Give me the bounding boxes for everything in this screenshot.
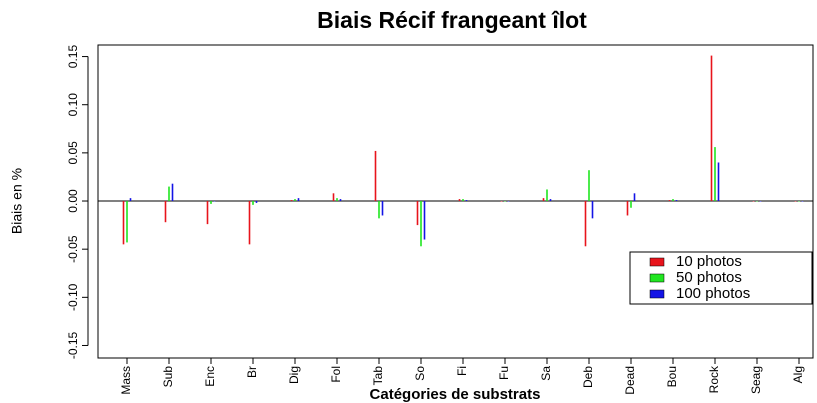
x-tick-label: Seag [749, 366, 763, 394]
bar [290, 200, 293, 202]
bar [794, 201, 797, 202]
x-tick-label: Enc [203, 366, 217, 387]
bar [297, 198, 300, 202]
x-tick-label: Alg [791, 366, 805, 383]
x-tick-label: Fol [329, 366, 343, 383]
y-axis-label: Biais en % [9, 168, 25, 234]
y-tick-label: -0.10 [66, 283, 80, 311]
legend-swatch [649, 289, 665, 299]
y-tick-label: 0.15 [66, 45, 80, 69]
bar [542, 198, 545, 202]
bar [588, 170, 590, 202]
bar [714, 147, 716, 202]
bar [591, 201, 594, 219]
bar [381, 201, 384, 216]
x-tick-label: Rock [707, 365, 721, 393]
bar [717, 162, 720, 202]
bar [759, 201, 762, 202]
bar [122, 201, 125, 245]
bar [710, 55, 713, 202]
legend-label: 100 photos [676, 285, 750, 302]
bar [801, 201, 804, 202]
bar [255, 201, 258, 203]
bar [584, 201, 587, 247]
bar [129, 198, 132, 202]
bar [168, 186, 170, 202]
bar [752, 201, 755, 202]
y-tick-label: 0.05 [66, 141, 80, 165]
bar [374, 150, 377, 202]
bar [332, 193, 335, 202]
bar [164, 201, 167, 223]
x-tick-label: Sub [161, 366, 175, 388]
x-tick-label: Mass [119, 366, 133, 395]
bar [546, 189, 548, 202]
bar [339, 199, 342, 202]
bar [213, 201, 216, 202]
x-tick-label: Sa [539, 366, 553, 381]
bar [798, 201, 800, 202]
x-tick-label: So [413, 366, 427, 381]
chart-title: Biais Récif frangeant îlot [317, 7, 587, 33]
y-tick-label: 0.10 [66, 93, 80, 117]
bar [672, 199, 674, 202]
legend-label: 50 photos [676, 269, 742, 286]
x-axis-label: Catégories de substrats [370, 386, 541, 403]
bar [633, 193, 636, 202]
x-tick-label: Fi [455, 366, 469, 376]
x-tick-label: Fu [497, 366, 511, 380]
bar [668, 200, 671, 202]
bar [210, 201, 212, 204]
bar [206, 201, 209, 225]
bar [378, 201, 380, 219]
bar [458, 199, 461, 202]
bar [294, 199, 296, 202]
bar [252, 201, 254, 205]
y-tick-label: -0.05 [66, 235, 80, 263]
bar [416, 201, 419, 226]
bar [420, 201, 422, 247]
bar [171, 183, 174, 202]
x-tick-label: Dead [623, 366, 637, 395]
bar [423, 201, 426, 240]
bar [504, 201, 506, 202]
bar [756, 201, 758, 202]
x-tick-label: Br [245, 366, 259, 378]
x-tick-label: Dig [287, 366, 301, 384]
y-tick-label: -0.15 [66, 331, 80, 359]
bar [465, 200, 468, 202]
bar [626, 201, 629, 216]
x-tick-label: Tab [371, 366, 385, 386]
bar [675, 200, 678, 202]
bar [462, 199, 464, 202]
bar [549, 199, 552, 202]
x-tick-label: Bou [665, 366, 679, 387]
bar [126, 201, 128, 243]
y-tick-label: 0.00 [66, 189, 80, 213]
bar [248, 201, 251, 245]
bar [630, 201, 632, 208]
bar [500, 201, 503, 202]
bar [336, 198, 338, 202]
bar [507, 201, 510, 202]
legend-label: 10 photos [676, 253, 742, 270]
x-tick-label: Deb [581, 366, 595, 388]
legend-swatch [649, 257, 665, 267]
legend-swatch [649, 273, 665, 283]
